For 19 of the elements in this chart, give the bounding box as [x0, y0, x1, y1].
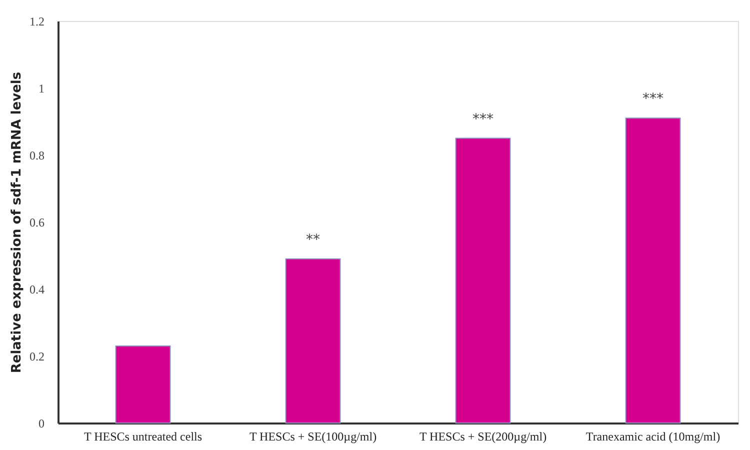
y-tick-label: 0.2 — [30, 350, 44, 364]
annotation: *** — [472, 111, 494, 128]
x-tick-label: T HESCs + SE(100µg/ml) — [249, 430, 377, 444]
y-tick-label: 0 — [38, 416, 44, 430]
bar — [455, 138, 511, 424]
annotation: ** — [306, 232, 320, 248]
y-tick-label: 1.2 — [30, 14, 44, 28]
annotation: *** — [642, 91, 664, 108]
bar — [625, 118, 681, 424]
bar — [115, 345, 171, 424]
y-tick-label: 0.6 — [30, 216, 44, 230]
bar — [285, 258, 341, 424]
y-tick-label: 0.4 — [30, 282, 44, 296]
x-tick-label: Tranexamic acid (10mg/ml) — [586, 430, 720, 444]
y-axis-title: Relative expression of sdf-1 mRNA levels — [10, 72, 24, 374]
y-tick-label: 0.8 — [30, 148, 44, 162]
y-tick-label: 1 — [38, 82, 44, 96]
x-tick-label: T HESCs + SE(200µg/ml) — [419, 430, 547, 444]
x-tick-label: T HESCs untreated cells — [84, 430, 202, 444]
